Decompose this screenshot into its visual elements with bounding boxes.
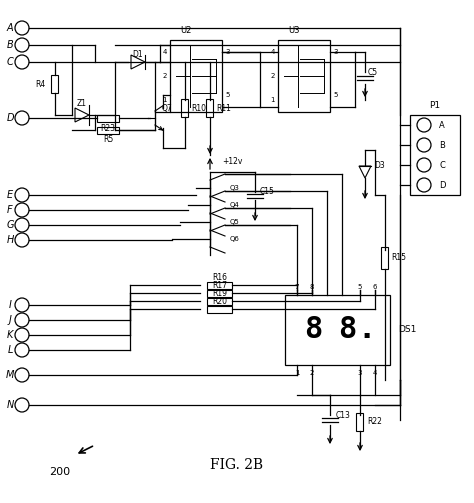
Text: C13: C13: [336, 410, 351, 420]
Text: 1: 1: [163, 97, 167, 103]
Text: U3: U3: [288, 26, 300, 35]
Text: R22: R22: [367, 417, 382, 427]
Text: +12v: +12v: [222, 157, 242, 166]
Text: 2: 2: [163, 73, 167, 79]
Bar: [356, 413, 364, 431]
Text: D1: D1: [133, 49, 143, 58]
Text: E: E: [7, 190, 13, 200]
Text: Q4: Q4: [230, 202, 240, 208]
Text: 1: 1: [295, 370, 299, 376]
Text: 8: 8: [304, 315, 322, 345]
Text: I: I: [9, 300, 11, 310]
Text: 6: 6: [373, 284, 377, 290]
Text: Z1: Z1: [77, 99, 87, 108]
Text: 3: 3: [358, 370, 362, 376]
Text: 4: 4: [163, 49, 167, 55]
Text: 3: 3: [333, 49, 337, 55]
Text: 3: 3: [225, 49, 229, 55]
Bar: [170, 40, 222, 112]
Circle shape: [417, 138, 431, 152]
Text: C: C: [439, 160, 445, 170]
Text: Q3: Q3: [230, 185, 240, 191]
Text: .: .: [358, 315, 376, 345]
Circle shape: [417, 178, 431, 192]
Text: R19: R19: [212, 290, 228, 298]
Text: C5: C5: [368, 67, 378, 76]
Text: Q6: Q6: [230, 236, 240, 242]
Text: P1: P1: [429, 101, 440, 110]
Text: 1: 1: [271, 97, 275, 103]
Text: 5: 5: [225, 92, 229, 98]
Text: R23: R23: [100, 124, 116, 132]
Text: FIG. 2B: FIG. 2B: [210, 458, 264, 472]
Bar: [97, 115, 119, 122]
Bar: [207, 99, 213, 117]
Bar: [208, 290, 233, 296]
Text: R17: R17: [212, 282, 228, 291]
Text: A: A: [439, 121, 445, 129]
Text: 8: 8: [310, 284, 314, 290]
Text: B: B: [439, 140, 445, 149]
Text: B: B: [7, 40, 13, 50]
Text: 4: 4: [271, 49, 275, 55]
Text: R10: R10: [191, 104, 206, 113]
Text: D3: D3: [374, 160, 385, 170]
Circle shape: [417, 118, 431, 132]
Text: A: A: [7, 23, 13, 33]
Bar: [97, 126, 119, 133]
Text: Q7: Q7: [162, 104, 173, 113]
Text: J: J: [9, 315, 11, 325]
Text: 2: 2: [310, 370, 314, 376]
Bar: [52, 75, 58, 93]
Text: K: K: [7, 330, 13, 340]
Text: R20: R20: [212, 297, 228, 306]
Text: N: N: [6, 400, 14, 410]
Text: R11: R11: [216, 104, 231, 113]
Text: 5: 5: [333, 92, 337, 98]
Text: 7: 7: [295, 284, 299, 290]
Text: R16: R16: [212, 274, 228, 283]
Text: C: C: [7, 57, 13, 67]
Text: U2: U2: [180, 26, 191, 35]
Circle shape: [417, 158, 431, 172]
Text: D: D: [6, 113, 14, 123]
Bar: [182, 99, 189, 117]
Text: R5: R5: [103, 135, 113, 144]
Text: M: M: [6, 370, 14, 380]
Text: D: D: [439, 181, 445, 190]
Bar: [208, 282, 233, 289]
Bar: [278, 40, 330, 112]
Text: 2: 2: [271, 73, 275, 79]
Text: F: F: [7, 205, 13, 215]
Text: R15: R15: [391, 254, 406, 263]
Text: G: G: [6, 220, 14, 230]
Bar: [208, 297, 233, 304]
Bar: [208, 305, 233, 312]
Bar: [382, 247, 389, 269]
Text: 200: 200: [49, 467, 71, 477]
Text: 4: 4: [373, 370, 377, 376]
Bar: [285, 295, 390, 365]
Text: 8: 8: [338, 315, 356, 345]
Text: DS1: DS1: [398, 325, 416, 334]
Text: R4: R4: [36, 79, 46, 89]
Text: 5: 5: [358, 284, 362, 290]
Text: H: H: [6, 235, 14, 245]
Bar: [410, 115, 460, 195]
Text: Q5: Q5: [230, 219, 240, 225]
Text: C15: C15: [260, 188, 275, 197]
Text: L: L: [7, 345, 13, 355]
